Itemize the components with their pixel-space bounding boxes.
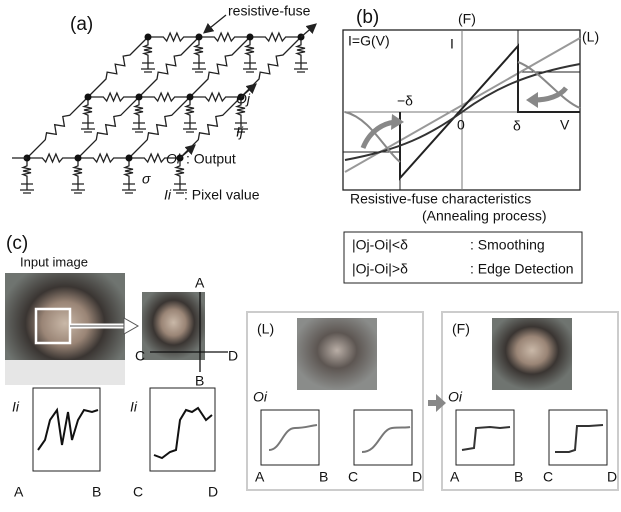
zoom-image <box>142 292 205 360</box>
cross-label: B <box>195 373 204 389</box>
fuse <box>190 93 241 101</box>
output-label: (L) <box>257 321 274 337</box>
axis-label: C <box>133 484 143 500</box>
axis-label: V <box>560 117 570 133</box>
panel-label: (b) <box>356 7 379 28</box>
pointer <box>205 15 226 32</box>
edge-arrow <box>301 25 315 37</box>
graph-frame <box>354 410 412 465</box>
pixel-resistor <box>122 158 136 193</box>
rule-condition: |Oj-Oi|>δ <box>352 261 408 277</box>
axis-label: Oi <box>448 389 463 405</box>
node <box>85 94 92 101</box>
sigma-label: σ <box>142 171 151 187</box>
cross-label: A <box>195 275 205 291</box>
arrow-head <box>124 318 138 334</box>
profile <box>462 427 510 450</box>
axis-label: A <box>14 484 24 500</box>
node-label: Ii <box>164 187 172 203</box>
curve-label: (L) <box>582 29 599 45</box>
axis-label: B <box>92 484 101 500</box>
fuse <box>129 97 190 158</box>
fuse <box>148 33 199 41</box>
cross-label: D <box>228 348 238 364</box>
profile <box>362 427 410 452</box>
fuse <box>180 97 241 158</box>
caption: (Annealing process) <box>422 208 547 224</box>
fuse <box>27 154 78 162</box>
graph-frame <box>150 388 215 471</box>
fuse <box>139 93 190 101</box>
fuse <box>27 97 88 158</box>
equation: I=G(V) <box>348 33 390 49</box>
axis-label: −δ <box>397 93 413 109</box>
axis-label: δ <box>513 118 521 134</box>
node <box>247 34 254 41</box>
fuse <box>78 97 139 158</box>
fuse <box>78 154 129 162</box>
node <box>75 155 82 162</box>
page: {"panel_a": {"label": "(a)", "fuse_label… <box>0 0 621 512</box>
shirt <box>5 360 125 385</box>
panel-label: (c) <box>6 233 28 254</box>
output-label: : Output <box>186 151 236 167</box>
node-label: Oi <box>166 151 181 167</box>
node-label: Ij <box>236 124 244 140</box>
rule-result: : Edge Detection <box>470 261 574 277</box>
axis-label: I <box>450 36 454 52</box>
pixel-label: : Pixel value <box>184 187 260 203</box>
output-image <box>297 318 377 390</box>
axis-label: C <box>543 469 553 485</box>
axis-label: Oi <box>253 389 268 405</box>
axis-label: Ii <box>130 399 138 415</box>
fuse <box>250 33 301 41</box>
caption: Resistive-fuse characteristics <box>350 191 531 207</box>
axis-label: B <box>514 469 523 485</box>
node <box>187 94 194 101</box>
node <box>145 34 152 41</box>
profile <box>154 408 212 458</box>
arrow-head <box>526 92 538 108</box>
fuse <box>88 93 139 101</box>
graph-frame <box>33 388 100 471</box>
image-title: Input image <box>20 254 88 269</box>
axis-label: D <box>607 469 617 485</box>
node-label: Oj <box>236 91 251 107</box>
profile <box>555 425 603 452</box>
axis-label: B <box>319 469 328 485</box>
axis-label: A <box>450 469 460 485</box>
arrow <box>428 394 446 412</box>
panel-label: (a) <box>70 14 93 35</box>
axis-label: C <box>348 469 358 485</box>
curve-label: (F) <box>458 11 476 27</box>
profile <box>269 425 317 450</box>
arrow <box>534 88 566 100</box>
output-image <box>492 318 572 390</box>
node <box>126 155 133 162</box>
graph-frame <box>549 410 607 465</box>
axis-label: 0 <box>457 117 465 133</box>
graph-frame <box>456 410 514 465</box>
resistive-fuse-network <box>12 25 315 193</box>
rule-result: : Smoothing <box>470 237 545 253</box>
fuse <box>199 33 250 41</box>
profile <box>38 410 98 450</box>
axis-label: Ii <box>12 399 20 415</box>
axis-label: A <box>255 469 265 485</box>
arrow-head <box>391 114 404 130</box>
figure: (a) resistive-fuse Oj Ij Oi : Output σ I… <box>0 0 621 512</box>
pixel-resistor <box>20 158 34 193</box>
node <box>136 94 143 101</box>
fuse-label: resistive-fuse <box>228 3 311 19</box>
pixel-resistor <box>71 158 85 193</box>
cross-label: C <box>135 348 145 364</box>
rule-condition: |Oj-Oi|<δ <box>352 237 408 253</box>
graph-frame <box>261 410 319 465</box>
output-label: (F) <box>452 321 470 337</box>
fuse <box>88 37 148 97</box>
node <box>196 34 203 41</box>
axis-label: D <box>412 469 422 485</box>
axis-label: D <box>208 484 218 500</box>
